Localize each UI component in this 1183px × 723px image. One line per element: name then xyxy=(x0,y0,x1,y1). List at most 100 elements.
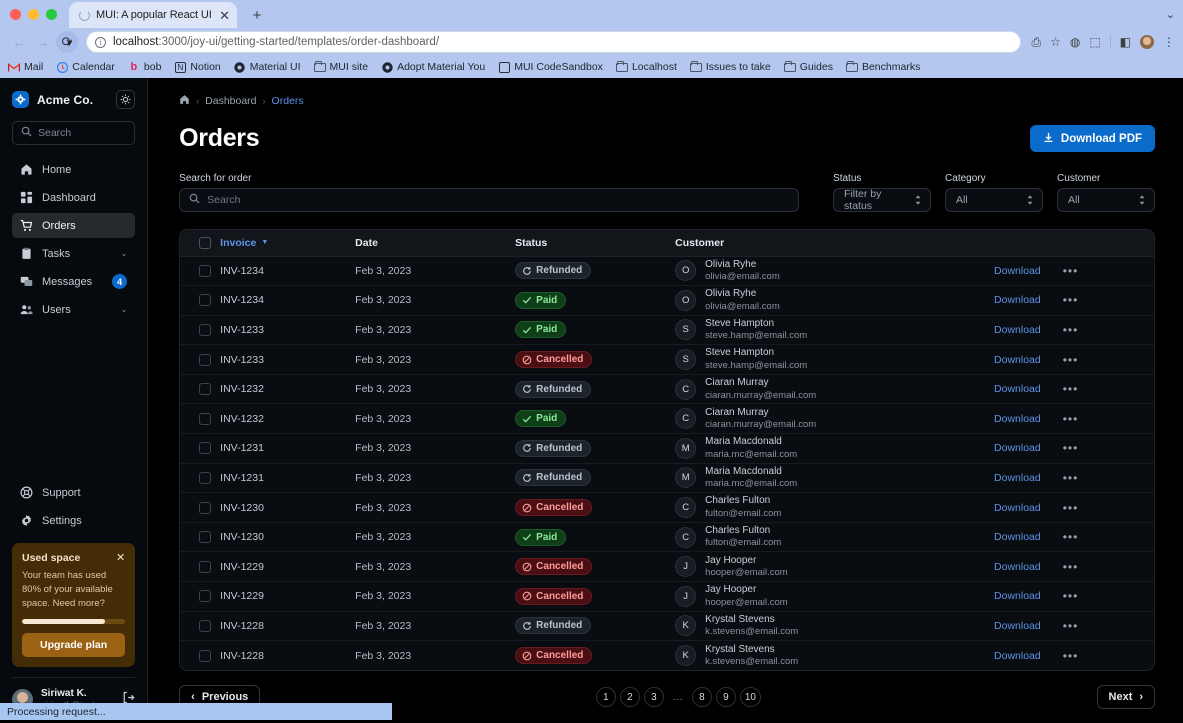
bookmark-bob[interactable]: b bob xyxy=(128,61,162,73)
row-more-options-icon[interactable]: ••• xyxy=(1062,293,1079,308)
next-page-button[interactable]: Next › xyxy=(1096,685,1156,710)
reload-button[interactable]: ⟳ xyxy=(56,31,78,53)
sidebar-item-settings[interactable]: Settings xyxy=(12,508,135,533)
download-link[interactable]: Download xyxy=(994,649,1041,662)
back-button[interactable]: ← xyxy=(12,34,26,50)
row-checkbox[interactable] xyxy=(199,412,212,425)
table-row[interactable]: INV-1233 Feb 3, 2023 Paid S Steve Hampton ste… xyxy=(180,315,1155,345)
close-icon[interactable]: ✕ xyxy=(115,551,126,564)
minimize-window-button[interactable] xyxy=(28,8,39,20)
header-status[interactable]: Status xyxy=(515,230,676,257)
table-row[interactable]: INV-1234 Feb 3, 2023 Refunded O Olivia Ryhe o… xyxy=(180,256,1155,286)
bookmark-localhost[interactable]: Localhost xyxy=(615,60,677,73)
row-checkbox[interactable] xyxy=(199,353,212,366)
breadcrumb-item-orders[interactable]: Orders xyxy=(271,95,304,107)
table-row[interactable]: INV-1233 Feb 3, 2023 Cancelled S Steve Hampt… xyxy=(180,345,1155,375)
profile-avatar[interactable] xyxy=(1140,35,1154,49)
row-more-options-icon[interactable]: ••• xyxy=(1062,352,1079,367)
privacy-shield-icon[interactable]: ◍ xyxy=(1069,35,1081,49)
sidebar-item-support[interactable]: Support xyxy=(12,480,135,505)
table-row[interactable]: INV-1228 Feb 3, 2023 Refunded K Krystal Stev… xyxy=(180,611,1155,641)
row-checkbox[interactable] xyxy=(199,560,212,573)
bookmark-benchmarks[interactable]: Benchmarks xyxy=(845,60,920,73)
table-row[interactable]: INV-1231 Feb 3, 2023 Refunded M Maria Macdon… xyxy=(180,463,1155,493)
site-info-icon[interactable]: i xyxy=(95,36,106,48)
table-row[interactable]: INV-1232 Feb 3, 2023 Refunded C Ciaran Murra… xyxy=(180,374,1155,404)
page-number-button[interactable]: 9 xyxy=(715,687,736,708)
table-row[interactable]: INV-1228 Feb 3, 2023 Cancelled K Krystal Ste… xyxy=(180,641,1154,671)
page-number-button[interactable]: 1 xyxy=(595,687,616,708)
download-link[interactable]: Download xyxy=(994,294,1041,307)
header-date[interactable]: Date xyxy=(355,230,516,257)
close-tab-icon[interactable]: ✕ xyxy=(219,7,230,23)
row-more-options-icon[interactable]: ••• xyxy=(1062,322,1079,337)
chevron-down-icon[interactable]: ⌄ xyxy=(120,305,128,314)
sidebar-item-dashboard[interactable]: Dashboard xyxy=(12,185,135,210)
row-checkbox[interactable] xyxy=(199,264,212,277)
status-select[interactable]: Filter by status xyxy=(833,188,932,212)
table-row[interactable]: INV-1232 Feb 3, 2023 Paid C Ciaran Murray cia… xyxy=(180,404,1155,434)
download-link[interactable]: Download xyxy=(994,619,1041,632)
page-number-button[interactable]: 8 xyxy=(691,687,712,708)
customer-select[interactable]: All xyxy=(1057,188,1156,212)
download-link[interactable]: Download xyxy=(994,323,1041,336)
table-row[interactable]: INV-1231 Feb 3, 2023 Refunded M Maria Macdon… xyxy=(180,434,1155,464)
bookmark-mail[interactable]: Mail xyxy=(8,61,43,73)
chrome-menu-icon[interactable]: ⋮ xyxy=(1163,35,1175,49)
header-customer[interactable]: Customer xyxy=(675,230,995,257)
download-link[interactable]: Download xyxy=(994,353,1041,366)
row-checkbox[interactable] xyxy=(199,619,212,632)
bookmark-adopt-material-you[interactable]: Adopt Material You xyxy=(381,61,485,73)
tab-list-chevron-down-icon[interactable]: ⌄ xyxy=(1165,8,1175,21)
row-checkbox[interactable] xyxy=(199,531,212,544)
row-checkbox[interactable] xyxy=(199,471,212,484)
breadcrumb-item-dashboard[interactable]: Dashboard xyxy=(205,95,257,107)
bookmark-mui-codesandbox[interactable]: MUI CodeSandbox xyxy=(498,61,603,73)
row-more-options-icon[interactable]: ••• xyxy=(1062,263,1079,278)
close-window-button[interactable] xyxy=(10,8,21,20)
select-all-checkbox[interactable] xyxy=(199,236,212,249)
table-row[interactable]: INV-1230 Feb 3, 2023 Paid C Charles Fulton fu… xyxy=(180,522,1155,552)
breadcrumb-home-icon[interactable] xyxy=(179,94,190,108)
category-select[interactable]: All xyxy=(945,188,1044,212)
table-row[interactable]: INV-1229 Feb 3, 2023 Cancelled J Jay Hooper h… xyxy=(180,552,1155,582)
row-more-options-icon[interactable]: ••• xyxy=(1062,470,1079,485)
page-number-button[interactable]: 10 xyxy=(739,687,761,708)
row-more-options-icon[interactable]: ••• xyxy=(1062,648,1079,663)
row-checkbox[interactable] xyxy=(199,649,212,662)
row-checkbox[interactable] xyxy=(199,590,212,603)
bookmark-calendar[interactable]: Calendar xyxy=(56,61,115,73)
sidebar-search-input[interactable]: Search xyxy=(12,121,136,145)
row-checkbox[interactable] xyxy=(199,383,212,396)
logout-icon[interactable] xyxy=(122,691,135,709)
download-link[interactable]: Download xyxy=(994,501,1041,514)
upgrade-plan-button[interactable]: Upgrade plan xyxy=(22,633,126,658)
row-more-options-icon[interactable]: ••• xyxy=(1062,559,1079,574)
table-row[interactable]: INV-1229 Feb 3, 2023 Cancelled J Jay Hooper h… xyxy=(180,582,1155,612)
row-more-options-icon[interactable]: ••• xyxy=(1062,441,1079,456)
maximize-window-button[interactable] xyxy=(46,8,57,20)
table-row[interactable]: INV-1234 Feb 3, 2023 Paid O Olivia Ryhe olivi… xyxy=(180,286,1155,316)
side-panel-icon[interactable]: ◧ xyxy=(1119,35,1131,49)
browser-tab[interactable]: MUI: A popular React UI fram ✕ xyxy=(69,2,237,28)
sidebar-item-home[interactable]: Home xyxy=(12,157,135,182)
sidebar-item-messages[interactable]: Messages 4 xyxy=(12,269,135,294)
download-link[interactable]: Download xyxy=(994,412,1041,425)
row-checkbox[interactable] xyxy=(199,442,212,455)
row-checkbox[interactable] xyxy=(199,501,212,514)
forward-button[interactable]: → xyxy=(36,34,50,50)
search-input[interactable]: Search xyxy=(179,188,800,212)
download-link[interactable]: Download xyxy=(994,531,1041,544)
page-number-button[interactable]: 3 xyxy=(643,687,664,708)
row-checkbox[interactable] xyxy=(199,323,212,336)
bookmark-notion[interactable]: N Notion xyxy=(174,61,221,73)
download-link[interactable]: Download xyxy=(994,264,1041,277)
sort-invoice-button[interactable]: Invoice ▼ xyxy=(220,237,355,249)
new-tab-button[interactable]: + xyxy=(252,6,262,24)
sidebar-item-users[interactable]: Users ⌄ xyxy=(12,297,135,322)
sidebar-item-tasks[interactable]: Tasks ⌄ xyxy=(12,241,135,266)
table-row[interactable]: INV-1230 Feb 3, 2023 Cancelled C Charles Ful… xyxy=(180,493,1155,523)
address-bar[interactable]: i localhost:3000/joy-ui/getting-started/… xyxy=(86,31,1022,53)
bookmark-issues-to-take[interactable]: Issues to take xyxy=(689,60,771,73)
download-link[interactable]: Download xyxy=(994,560,1041,573)
